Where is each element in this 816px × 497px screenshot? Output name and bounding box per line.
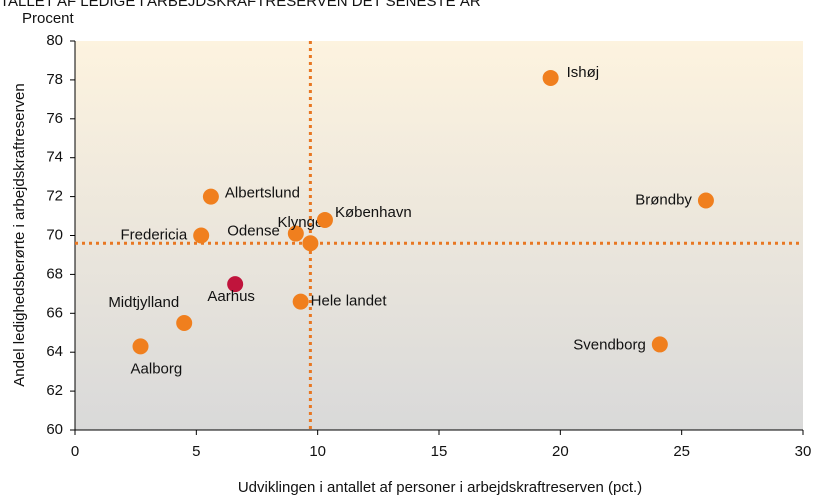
point-label: Aalborg xyxy=(131,360,183,377)
point xyxy=(176,315,193,332)
y-tick-label: 68 xyxy=(46,265,63,282)
y-tick-label: 60 xyxy=(46,421,63,438)
point-label: Aarhus xyxy=(207,288,255,305)
y-tick-label: 76 xyxy=(46,110,63,127)
point-label: Fredericia xyxy=(120,226,187,243)
x-tick-label: 15 xyxy=(431,443,448,460)
point-label: Albertslund xyxy=(225,185,300,202)
point xyxy=(542,69,559,86)
point xyxy=(302,235,319,252)
y-tick-label: 66 xyxy=(46,304,63,321)
x-tick-label: 20 xyxy=(552,443,569,460)
point xyxy=(697,192,714,209)
point-label: Odense xyxy=(227,223,280,240)
point xyxy=(287,225,304,242)
x-tick-label: 0 xyxy=(71,443,79,460)
point xyxy=(202,188,219,205)
point xyxy=(316,211,333,228)
x-axis-label: Udviklingen i antallet af personer i arb… xyxy=(238,479,642,496)
y-tick-label: 74 xyxy=(46,149,63,166)
point xyxy=(227,276,244,293)
y-tick-label: 64 xyxy=(46,343,63,360)
point xyxy=(651,336,668,353)
point-label: Brøndby xyxy=(635,191,692,208)
chart-title: TALLET AF LEDIGE I ARBEJDSKRAFTRESERVEN … xyxy=(0,0,481,10)
point-label: Ishøj xyxy=(567,64,600,81)
y-tick-label: 70 xyxy=(46,226,63,243)
x-tick-label: 30 xyxy=(795,443,812,460)
x-tick-label: 10 xyxy=(309,443,326,460)
x-tick-label: 25 xyxy=(673,443,690,460)
x-tick-label: 5 xyxy=(192,443,200,460)
y-tick-label: 78 xyxy=(46,71,63,88)
point xyxy=(132,338,149,355)
point-label: Svendborg xyxy=(573,336,646,353)
y-unit-label: Procent xyxy=(22,10,75,27)
point-label: Klynge xyxy=(277,214,323,231)
y-axis-label: Andel ledighedsberørte i arbejdskraftres… xyxy=(11,83,28,387)
y-tick-label: 80 xyxy=(46,32,63,49)
point-label: Hele landet xyxy=(311,293,388,310)
point xyxy=(193,227,210,244)
point xyxy=(292,293,309,310)
y-tick-label: 62 xyxy=(46,382,63,399)
point-label: København xyxy=(335,204,412,221)
y-tick-label: 72 xyxy=(46,188,63,205)
point-label: Midtjylland xyxy=(108,294,179,311)
